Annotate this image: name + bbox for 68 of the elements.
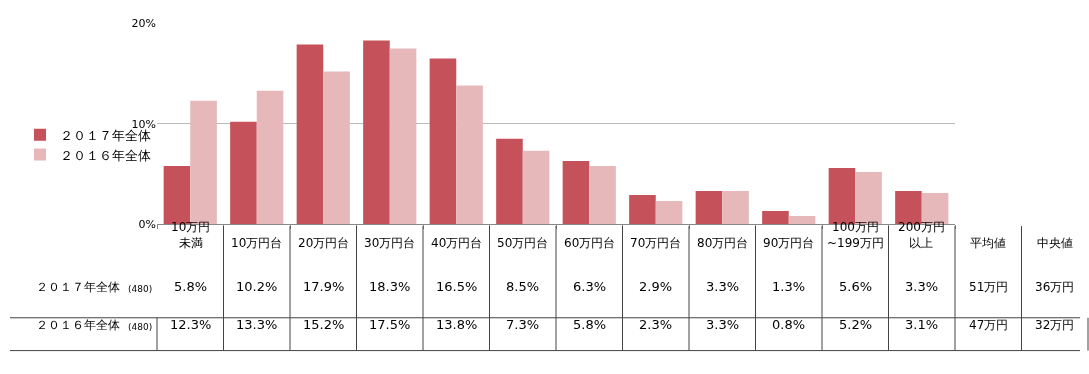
bar — [230, 121, 257, 225]
text: 47万円 — [969, 318, 1009, 332]
data-label: 13.8% — [436, 317, 478, 332]
data-label: 18.3% — [369, 279, 411, 294]
legend-label: ２０１７年全体 — [60, 127, 151, 143]
bar — [695, 191, 723, 225]
data-label: 3.3% — [706, 317, 740, 332]
bar — [456, 85, 483, 225]
bar — [256, 90, 284, 225]
data-label: 2.9% — [639, 279, 673, 294]
data-label: 5.8% — [174, 279, 208, 294]
data-label: 17.5% — [369, 317, 411, 332]
text: ２０１６年全体 — [36, 318, 120, 332]
legend-label: ２０１６年全体 — [60, 147, 151, 163]
bar — [562, 160, 590, 225]
data-label: 15.2% — [303, 317, 345, 332]
bar — [363, 40, 390, 225]
bar — [429, 58, 457, 225]
text: 平均値 — [970, 236, 1006, 250]
text: 中央値 — [1037, 236, 1073, 250]
text: 36万円 — [1035, 280, 1075, 294]
x-tick-label: 90万円台 — [763, 236, 815, 250]
text: ２０１７年全体 — [36, 280, 120, 294]
x-tick-label: 10万円未満 — [171, 220, 211, 250]
x-tick-label: 10万円台 — [231, 236, 283, 250]
bar — [389, 48, 417, 225]
x-tick-label: 60万円台 — [564, 236, 616, 250]
text: 32万円 — [1035, 318, 1075, 332]
data-label: 17.9% — [303, 279, 345, 294]
bar — [522, 150, 550, 225]
data-label: 1.3% — [772, 279, 806, 294]
data-label: 10.2% — [236, 279, 278, 294]
text: 51万円 — [969, 280, 1009, 294]
bar — [788, 216, 816, 225]
bar — [629, 195, 656, 225]
bar — [496, 138, 523, 225]
data-label: 13.3% — [236, 317, 278, 332]
data-label: 3.3% — [706, 279, 740, 294]
bar — [296, 44, 324, 225]
x-tick-label: 50万円台 — [497, 236, 549, 250]
x-tick-label: 200万円以上 — [898, 220, 945, 250]
data-label: 12.3% — [170, 317, 212, 332]
x-tick-label: 70万円台 — [630, 236, 682, 250]
data-label: 3.1% — [905, 317, 939, 332]
bar — [589, 165, 616, 225]
data-label: 5.8% — [573, 317, 607, 332]
x-tick-label: 40万円台 — [431, 236, 483, 250]
data-label: 3.3% — [905, 279, 939, 294]
bar — [722, 191, 749, 225]
text: (480) — [128, 322, 153, 332]
bar — [655, 201, 683, 225]
x-tick-label: 100万円~199万円 — [827, 220, 884, 250]
data-label: 5.2% — [839, 317, 873, 332]
data-label: 6.3% — [573, 279, 607, 294]
y-tick-label: 20% — [131, 17, 156, 31]
data-label: 8.5% — [506, 279, 540, 294]
data-label: 5.6% — [839, 279, 873, 294]
data-label: 0.8% — [772, 317, 806, 332]
data-label: 16.5% — [436, 279, 478, 294]
x-tick-label: 80万円台 — [697, 236, 749, 250]
x-tick-label: 30万円台 — [364, 236, 416, 250]
text: (480) — [128, 284, 153, 294]
data-label: 7.3% — [506, 317, 540, 332]
x-tick-label: 20万円台 — [298, 236, 350, 250]
bar — [323, 71, 350, 225]
data-label: 2.3% — [639, 317, 673, 332]
bar — [762, 211, 789, 225]
y-tick-label: 0% — [138, 217, 156, 231]
